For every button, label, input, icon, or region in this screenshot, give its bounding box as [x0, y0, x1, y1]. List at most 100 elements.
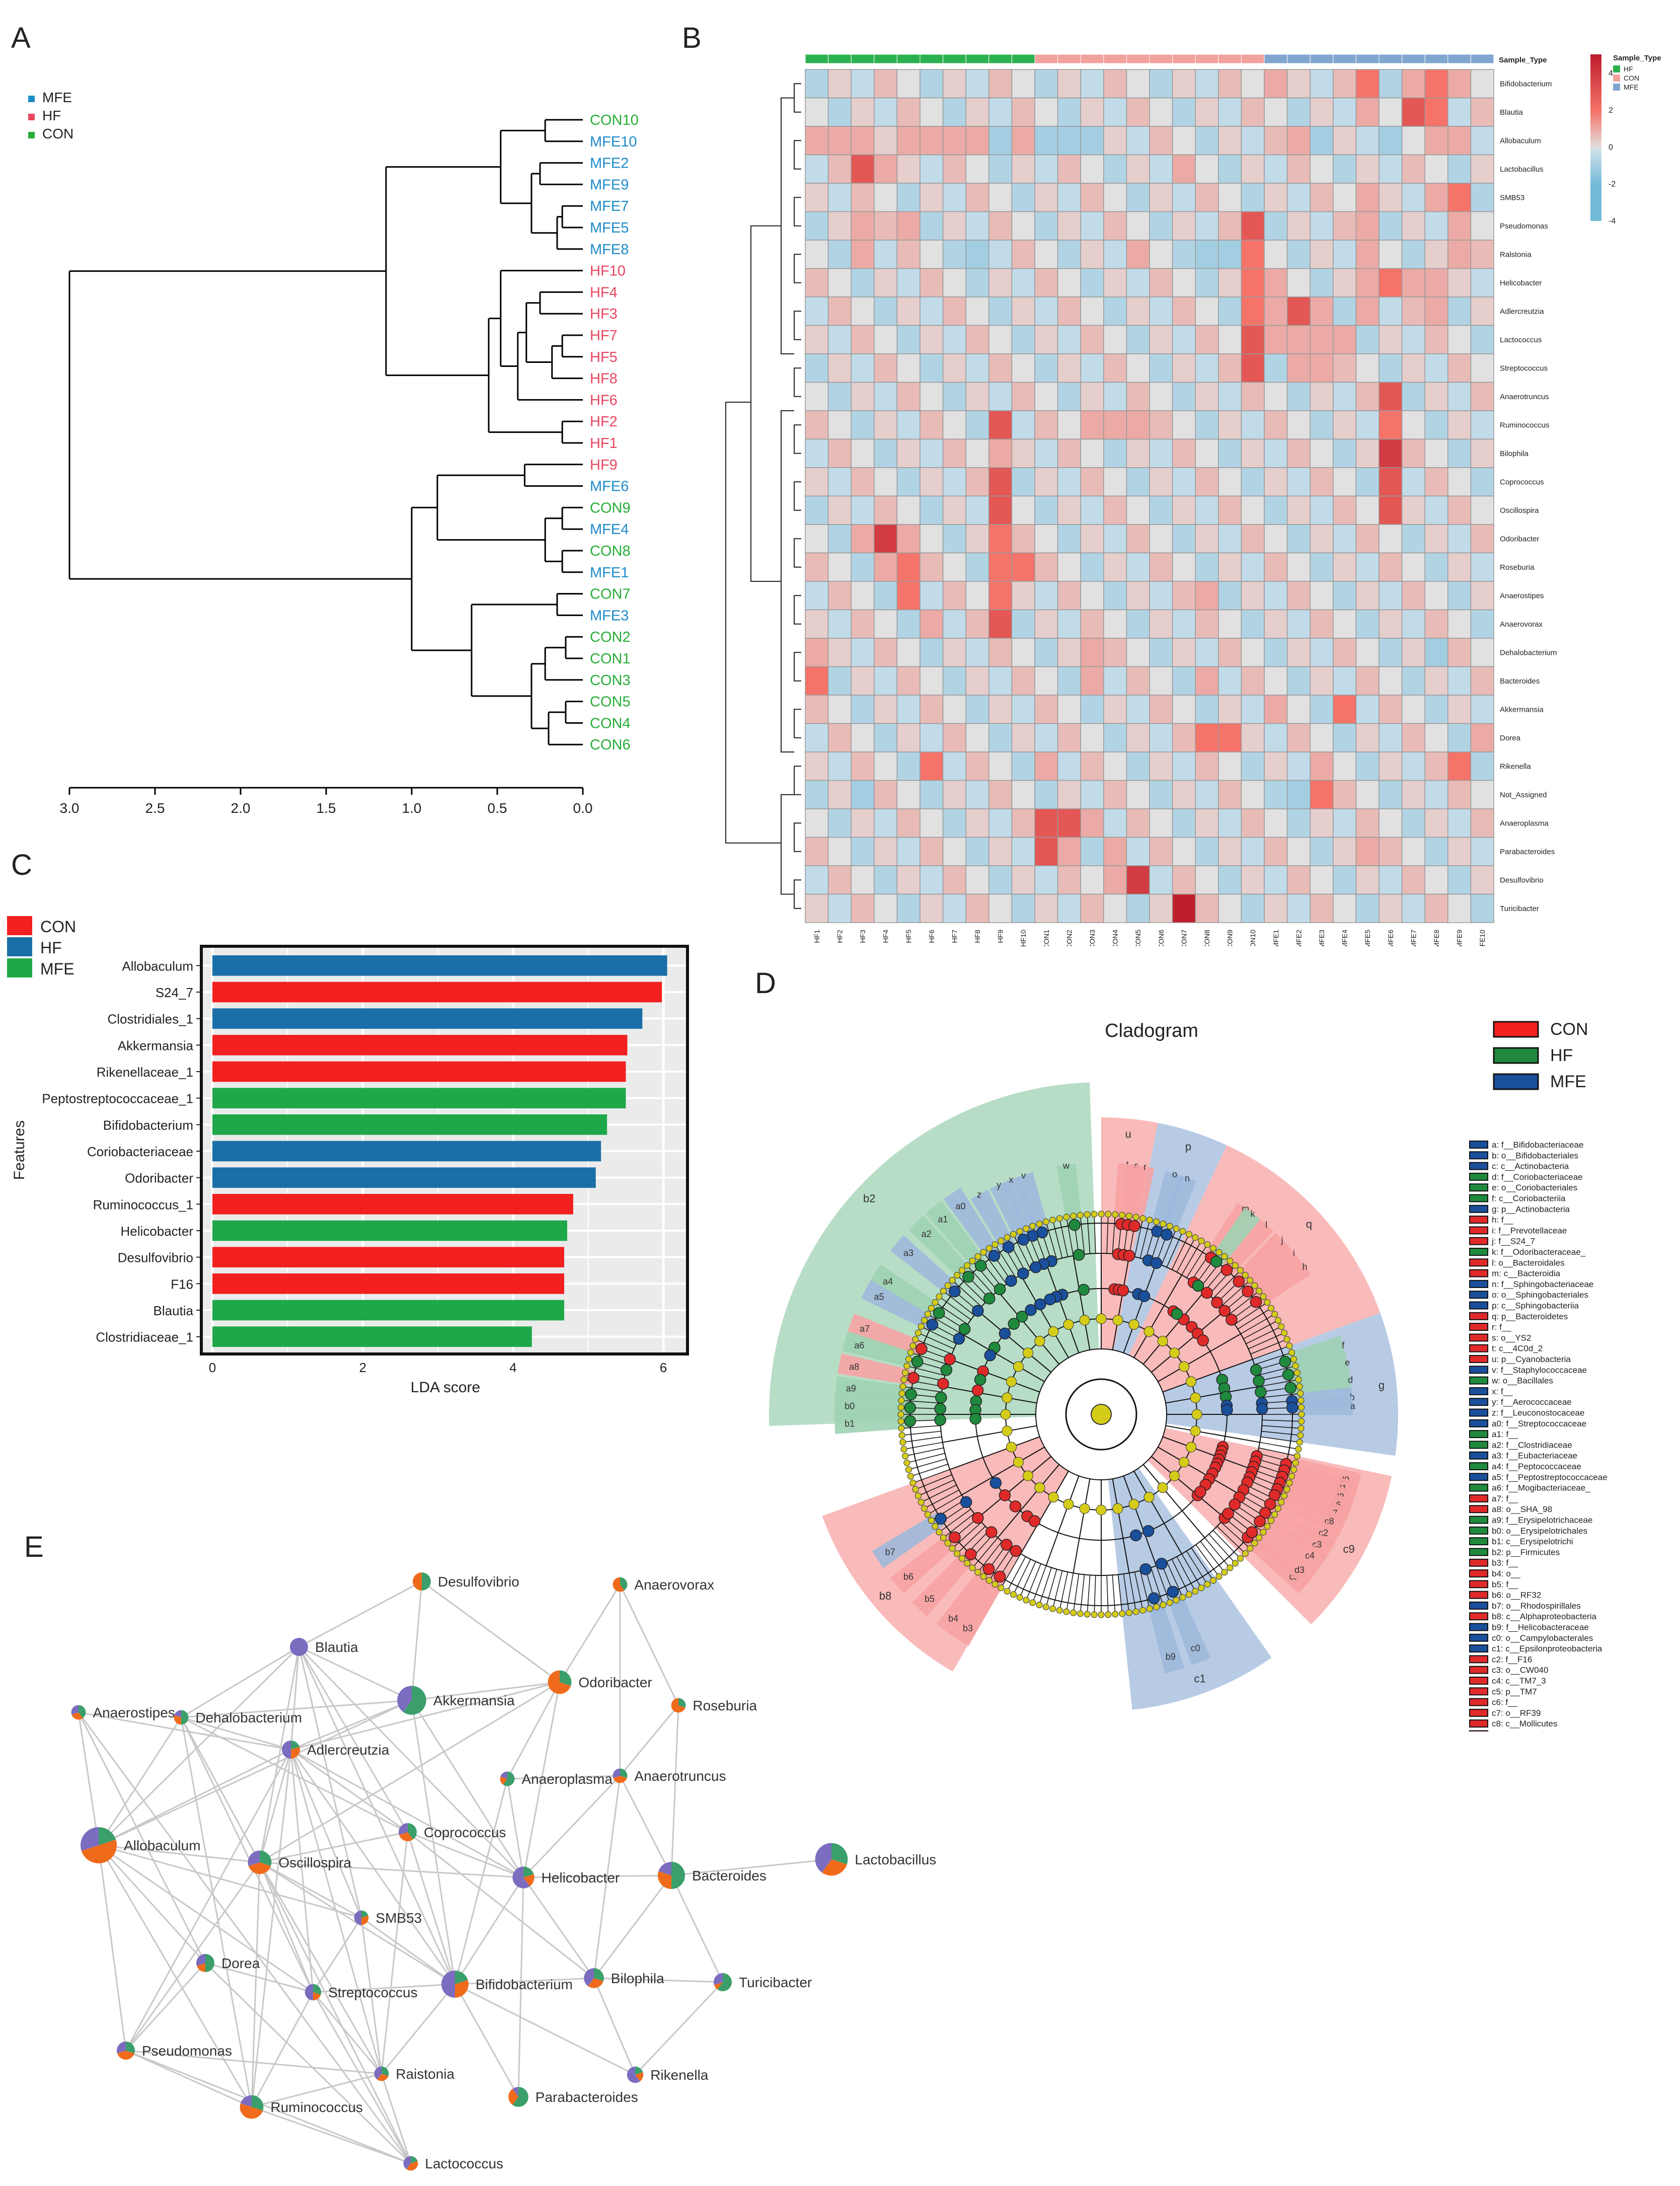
heatmap-cell	[1470, 609, 1494, 639]
heatmap-cell	[874, 808, 898, 838]
network-edge	[181, 1716, 408, 1833]
clade-node	[960, 1496, 972, 1509]
heatmap-cell	[1470, 581, 1494, 611]
heatmap-cell	[896, 837, 921, 866]
leaf-label: CON5	[590, 694, 631, 710]
heatmap-cell	[805, 296, 829, 326]
node-label: SMB53	[375, 1910, 422, 1926]
heatmap-cell	[1286, 695, 1311, 724]
heatmap-cell	[896, 808, 921, 838]
color-scale-tick: 4	[1609, 69, 1613, 78]
heatmap-cell	[1241, 438, 1265, 468]
heatmap-cell	[1286, 495, 1311, 525]
heatmap-cell	[851, 837, 875, 866]
network-edge	[619, 1705, 679, 1776]
heatmap-cell	[1218, 893, 1242, 923]
heatmap-cell	[1264, 211, 1288, 241]
color-scale-step	[1590, 137, 1601, 141]
column-label: MFE7	[1409, 930, 1417, 946]
key-label: c8: c__Mollicutes	[1492, 1719, 1557, 1728]
heatmap-cell	[1149, 410, 1173, 440]
heatmap-cell	[1310, 865, 1334, 895]
heatmap-cell	[1126, 268, 1150, 297]
sample-type-cell	[1310, 54, 1334, 64]
heatmap-cell	[1401, 609, 1425, 639]
heatmap-cell	[1080, 723, 1104, 752]
color-scale-step	[1590, 143, 1601, 146]
network-edge	[290, 1699, 412, 1751]
heatmap-cell	[1103, 438, 1127, 468]
heatmap-cell	[1057, 211, 1081, 241]
heatmap-cell	[1195, 837, 1219, 866]
leaf-label: HF1	[590, 435, 618, 451]
heatmap-cell	[920, 353, 944, 383]
tree-branch	[1014, 1235, 1031, 1270]
tree-leaf-node	[1119, 1212, 1126, 1219]
tree-branch	[1014, 1559, 1031, 1594]
heatmap-cell	[1424, 240, 1448, 269]
heatmap-cell	[1424, 808, 1448, 838]
heatmap-cell	[1195, 325, 1219, 354]
tree-leaf-node	[964, 1560, 971, 1567]
heatmap-cell	[805, 240, 829, 269]
heatmap-cell	[1379, 666, 1403, 696]
node-slice	[99, 1827, 116, 1845]
key-label: y: f__Aerococcaceae	[1492, 1397, 1572, 1407]
legend-swatch	[1613, 74, 1620, 82]
heatmap-cell	[1401, 695, 1425, 724]
network-edge	[313, 1983, 455, 1993]
heatmap-cell	[1379, 808, 1403, 838]
heatmap-cell	[1149, 552, 1173, 582]
key-swatch	[1469, 1151, 1488, 1160]
heatmap-cell	[1149, 751, 1173, 781]
heatmap-cell	[1447, 183, 1472, 212]
heatmap-cell	[1310, 524, 1334, 554]
clade-ring-label: b1	[845, 1418, 855, 1428]
clade-ring-label: i	[1293, 1248, 1295, 1258]
heatmap-cell	[1241, 353, 1265, 383]
clade-node	[965, 1548, 977, 1560]
node-slice	[831, 1843, 848, 1865]
heatmap-cell	[1241, 638, 1265, 667]
column-label: MFE5	[1363, 930, 1371, 946]
tree-leaf-node	[1292, 1459, 1299, 1466]
sample-type-cell	[943, 54, 966, 64]
tree-branch	[984, 1253, 1007, 1285]
key-label: m: c__Bacteroidia	[1492, 1269, 1561, 1278]
heatmap-cell	[1401, 325, 1425, 354]
tree-branch	[1171, 1559, 1189, 1594]
tree-leaf-node	[940, 1288, 947, 1295]
network-edge	[180, 1717, 253, 2107]
heatmap-cell	[1355, 211, 1380, 241]
tree-leaf-node	[1119, 1610, 1126, 1617]
clade-ring-label: b6	[903, 1571, 913, 1581]
node-label: Roseburia	[693, 1698, 757, 1713]
node-label: Rikenella	[650, 2067, 709, 2083]
key-label: x: f__	[1492, 1387, 1513, 1396]
heatmap-cell	[1149, 353, 1173, 383]
network-edge	[180, 1717, 261, 1863]
heatmap-cell	[1470, 268, 1494, 297]
tree-branch	[922, 1484, 957, 1502]
key-swatch	[1469, 1376, 1488, 1385]
category-label: Allobaculum	[122, 958, 193, 973]
node-slice	[500, 1776, 507, 1785]
heatmap-cell	[1310, 723, 1334, 752]
heatmap-cell	[965, 552, 989, 582]
clade-ring-label: e	[1345, 1358, 1350, 1368]
key-swatch	[1469, 1258, 1488, 1267]
heatmap-cell	[920, 837, 944, 866]
heatmap-cell	[1333, 126, 1357, 156]
row-label: Coprococcus	[1500, 478, 1544, 486]
heatmap-cell	[1126, 638, 1150, 667]
key-swatch	[1469, 1601, 1488, 1610]
heatmap-cell	[920, 893, 944, 923]
heatmap-cell	[1264, 410, 1288, 440]
tree-branch	[902, 1400, 941, 1404]
node-slice	[658, 1871, 671, 1889]
node-slice	[174, 1710, 181, 1717]
network-edge	[593, 1875, 672, 1979]
heatmap-cell	[1011, 467, 1035, 497]
heatmap-cell	[1355, 666, 1380, 696]
tree-node	[1002, 1392, 1013, 1403]
